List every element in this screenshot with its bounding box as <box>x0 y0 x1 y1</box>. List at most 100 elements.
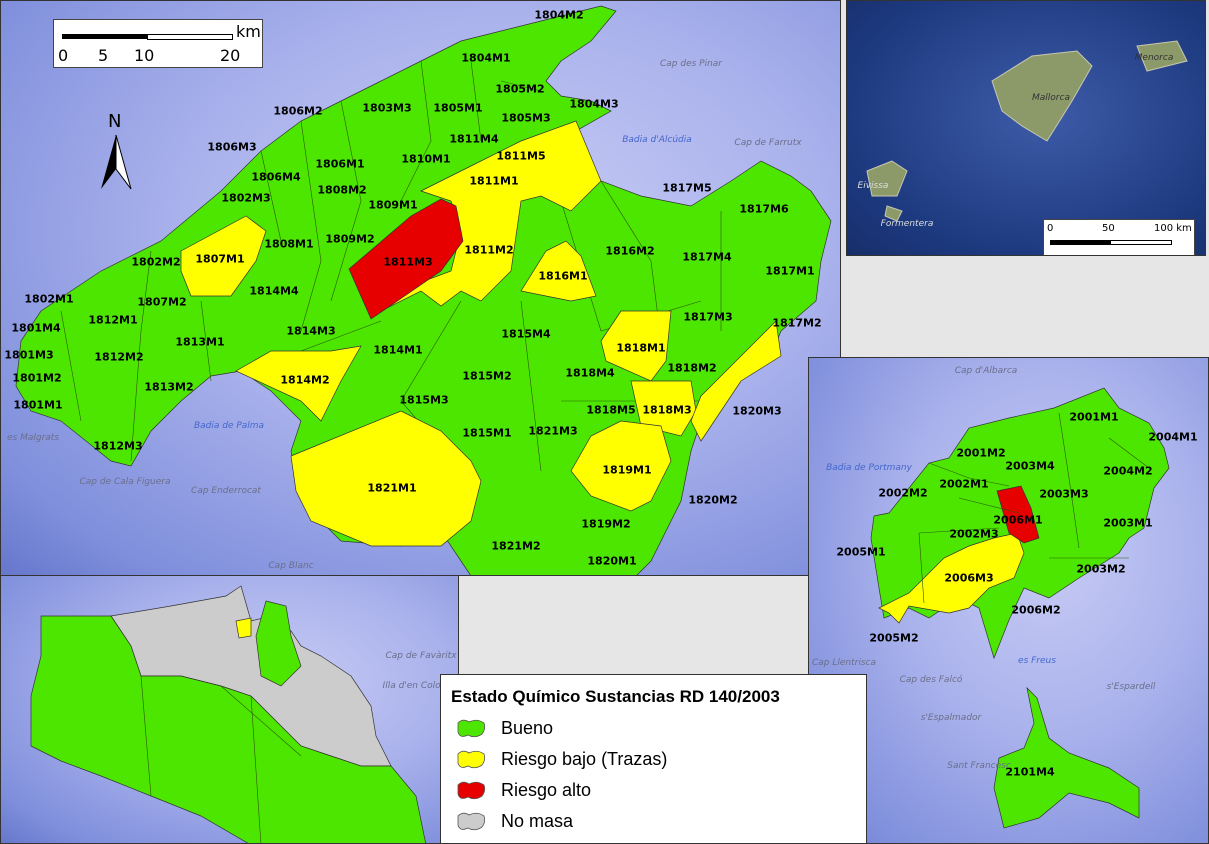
water-body-label: 2002M1 <box>939 477 989 491</box>
region-1811M1 <box>370 120 602 312</box>
water-body-label: 1809M2 <box>325 232 375 246</box>
water-body-label: 1811M1 <box>469 174 519 188</box>
legend-swatch-icon <box>457 750 486 769</box>
region-1816M1 <box>520 240 597 302</box>
place-label: Badia de Portmany <box>826 463 912 473</box>
legend-label: Riesgo bajo (Trazas) <box>501 748 668 769</box>
water-body-label: 1812M2 <box>94 350 144 364</box>
north-label: N <box>108 111 122 132</box>
scale-tick: 0 <box>58 46 69 65</box>
water-body-label: 1805M1 <box>433 101 483 115</box>
water-body-label: 1801M2 <box>12 371 62 385</box>
water-body-label: 1807M2 <box>137 295 187 309</box>
region-1818M3 <box>630 380 697 437</box>
water-body-label: 1806M4 <box>251 170 301 184</box>
place-label: Cap des Pinar <box>659 59 723 69</box>
water-body-label: 1819M2 <box>581 517 631 531</box>
legend: Estado Químico Sustancias RD 140/2003 Bu… <box>440 674 867 844</box>
water-body-label: 1807M1 <box>195 252 245 266</box>
water-body-label: 1808M2 <box>317 183 367 197</box>
region-1821M1 <box>290 410 482 547</box>
water-body-label: 1818M1 <box>616 341 666 355</box>
water-body-label: 1821M1 <box>367 481 417 495</box>
water-body-label: 1804M1 <box>461 51 511 65</box>
water-body-label: 1801M1 <box>13 398 63 412</box>
legend-label: Riesgo alto <box>501 779 592 800</box>
water-body-label: 1802M1 <box>24 292 74 306</box>
place-label: Sant Francesc <box>947 761 1011 771</box>
place-label: Cap d'Albarca <box>954 366 1018 376</box>
water-body-label: 1819M1 <box>602 463 652 477</box>
inset-formentera <box>884 205 903 222</box>
legend-item: Riesgo bajo (Trazas) <box>455 746 667 772</box>
legend-item: Bueno <box>455 715 553 741</box>
water-body-label: 2004M2 <box>1103 464 1153 478</box>
water-body-label: 1821M3 <box>528 424 578 438</box>
water-body-label: 1812M3 <box>93 439 143 453</box>
water-body-label: 1811M3 <box>383 255 433 269</box>
water-body-label: 1811M4 <box>449 132 499 146</box>
water-body-label: 1811M5 <box>496 149 546 163</box>
inset-map <box>866 40 1188 222</box>
water-body-label: 1820M2 <box>688 493 738 507</box>
water-body-label: 1813M1 <box>175 335 225 349</box>
region-1807M1 <box>180 215 267 297</box>
scale-unit: km <box>236 22 261 41</box>
region-1819M1 <box>570 420 672 512</box>
water-body-label: 1814M1 <box>373 343 423 357</box>
water-body-label: 1818M4 <box>565 366 615 380</box>
water-body-label: 1805M2 <box>495 82 545 96</box>
water-body-label: 1806M2 <box>273 104 323 118</box>
water-body-label: 2002M2 <box>878 486 928 500</box>
water-body-label: 1814M3 <box>286 324 336 338</box>
place-label: Cap Enderrocat <box>191 486 261 496</box>
water-body-label: 2101M4 <box>1005 765 1055 779</box>
water-body-label: 2003M4 <box>1005 459 1055 473</box>
water-body-label: 1801M4 <box>11 321 61 335</box>
scale-tick: 20 <box>220 46 241 65</box>
water-body-label: 1810M1 <box>401 152 451 166</box>
mallorca-map <box>15 5 832 575</box>
legend-swatch-icon <box>457 812 486 831</box>
legend-label: Bueno <box>501 717 554 738</box>
water-body-label: 1804M3 <box>569 97 619 111</box>
inset-scale-bar: 0 50 100 km <box>1043 219 1195 255</box>
region-2006M3 <box>878 532 1025 624</box>
region-riesgo-bajo <box>235 617 252 639</box>
water-body-label: 1808M1 <box>264 237 314 251</box>
scale-bar: km 0 5 10 20 <box>53 19 263 68</box>
water-body-label: 1817M5 <box>662 181 712 195</box>
mallorca-map-panel: 1804M2 1804M1 1805M2 1805M1 1804M3 1803M3 1806… <box>0 0 841 576</box>
inset-menorca <box>1136 40 1188 72</box>
water-body-label: 1817M2 <box>772 316 822 330</box>
region-1811M3 <box>348 198 464 320</box>
water-body-label: 1817M6 <box>739 202 789 216</box>
place-label: Cap de Farrutx <box>734 138 802 148</box>
water-body-label: 1817M4 <box>682 250 732 264</box>
scale-tick: 10 <box>134 46 155 65</box>
water-body-label: 2002M3 <box>949 527 999 541</box>
water-body-label: 2005M2 <box>869 631 919 645</box>
water-body-label: 1817M1 <box>765 264 815 278</box>
region-1818M1 <box>600 310 672 382</box>
legend-swatch-icon <box>457 781 486 800</box>
inset-label: Menorca <box>1134 53 1174 63</box>
water-body-label: 1806M1 <box>315 157 365 171</box>
water-body-label: 2003M3 <box>1039 487 1089 501</box>
water-body-label: 1814M2 <box>280 373 330 387</box>
water-body-label: 2001M1 <box>1069 410 1119 424</box>
scale-tick: 50 <box>1102 223 1115 234</box>
legend-swatch-icon <box>457 719 486 738</box>
place-label: Cap des Falcó <box>899 675 963 685</box>
water-body-label: 2003M2 <box>1076 562 1126 576</box>
water-body-label: 1802M2 <box>131 255 181 269</box>
scale-tick: 5 <box>98 46 109 65</box>
water-body-label: 1820M1 <box>587 554 637 568</box>
region-1820M3 <box>690 320 782 442</box>
place-label: s'Espardell <box>1106 682 1156 692</box>
water-body-label: 2004M1 <box>1148 430 1198 444</box>
water-body-label: 2005M1 <box>836 545 886 559</box>
place-label: Illa d'en Colom <box>382 681 450 691</box>
water-body-label: 2001M2 <box>956 446 1006 460</box>
scale-tick: 0 <box>1047 223 1054 234</box>
